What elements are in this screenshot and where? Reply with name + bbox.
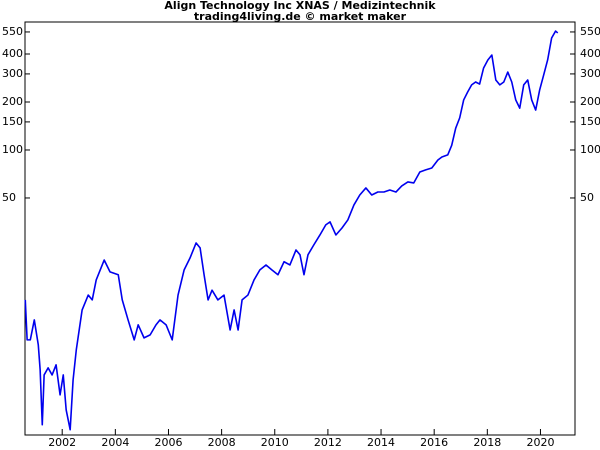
x-tick-label: 2004: [101, 436, 129, 449]
y-tick-label: 300: [2, 67, 23, 80]
y2-tick-label: 400: [580, 47, 600, 60]
y2-tick-label: 150: [580, 115, 600, 128]
y2-tick-label: 50: [580, 191, 594, 204]
y-tick-label: 100: [2, 143, 23, 156]
price-line: [24, 30, 559, 431]
y-tick-label: 200: [2, 95, 23, 108]
y2-tick-label: 550: [580, 25, 600, 38]
y-tick-label: 50: [2, 191, 16, 204]
x-tick-label: 2016: [420, 436, 448, 449]
x-tick-label: 2018: [473, 436, 501, 449]
x-tick-label: 2008: [208, 436, 236, 449]
y2-tick-label: 100: [580, 143, 600, 156]
x-tick-label: 2006: [154, 436, 182, 449]
plot-frame: [24, 21, 576, 436]
x-tick-label: 2002: [48, 436, 76, 449]
x-tick-label: 2012: [314, 436, 342, 449]
y-tick-label: 400: [2, 47, 23, 60]
chart-subtitle: trading4living.de © market maker: [194, 10, 407, 23]
y-tick-label: 550: [2, 25, 23, 38]
y2-tick-label: 200: [580, 95, 600, 108]
x-tick-label: 2010: [261, 436, 289, 449]
y2-tick-label: 300: [580, 67, 600, 80]
x-tick-label: 2014: [367, 436, 395, 449]
x-tick-label: 2020: [526, 436, 554, 449]
y-tick-label: 150: [2, 115, 23, 128]
chart-title: Align Technology Inc XNAS / Medizintechn…: [164, 0, 436, 12]
